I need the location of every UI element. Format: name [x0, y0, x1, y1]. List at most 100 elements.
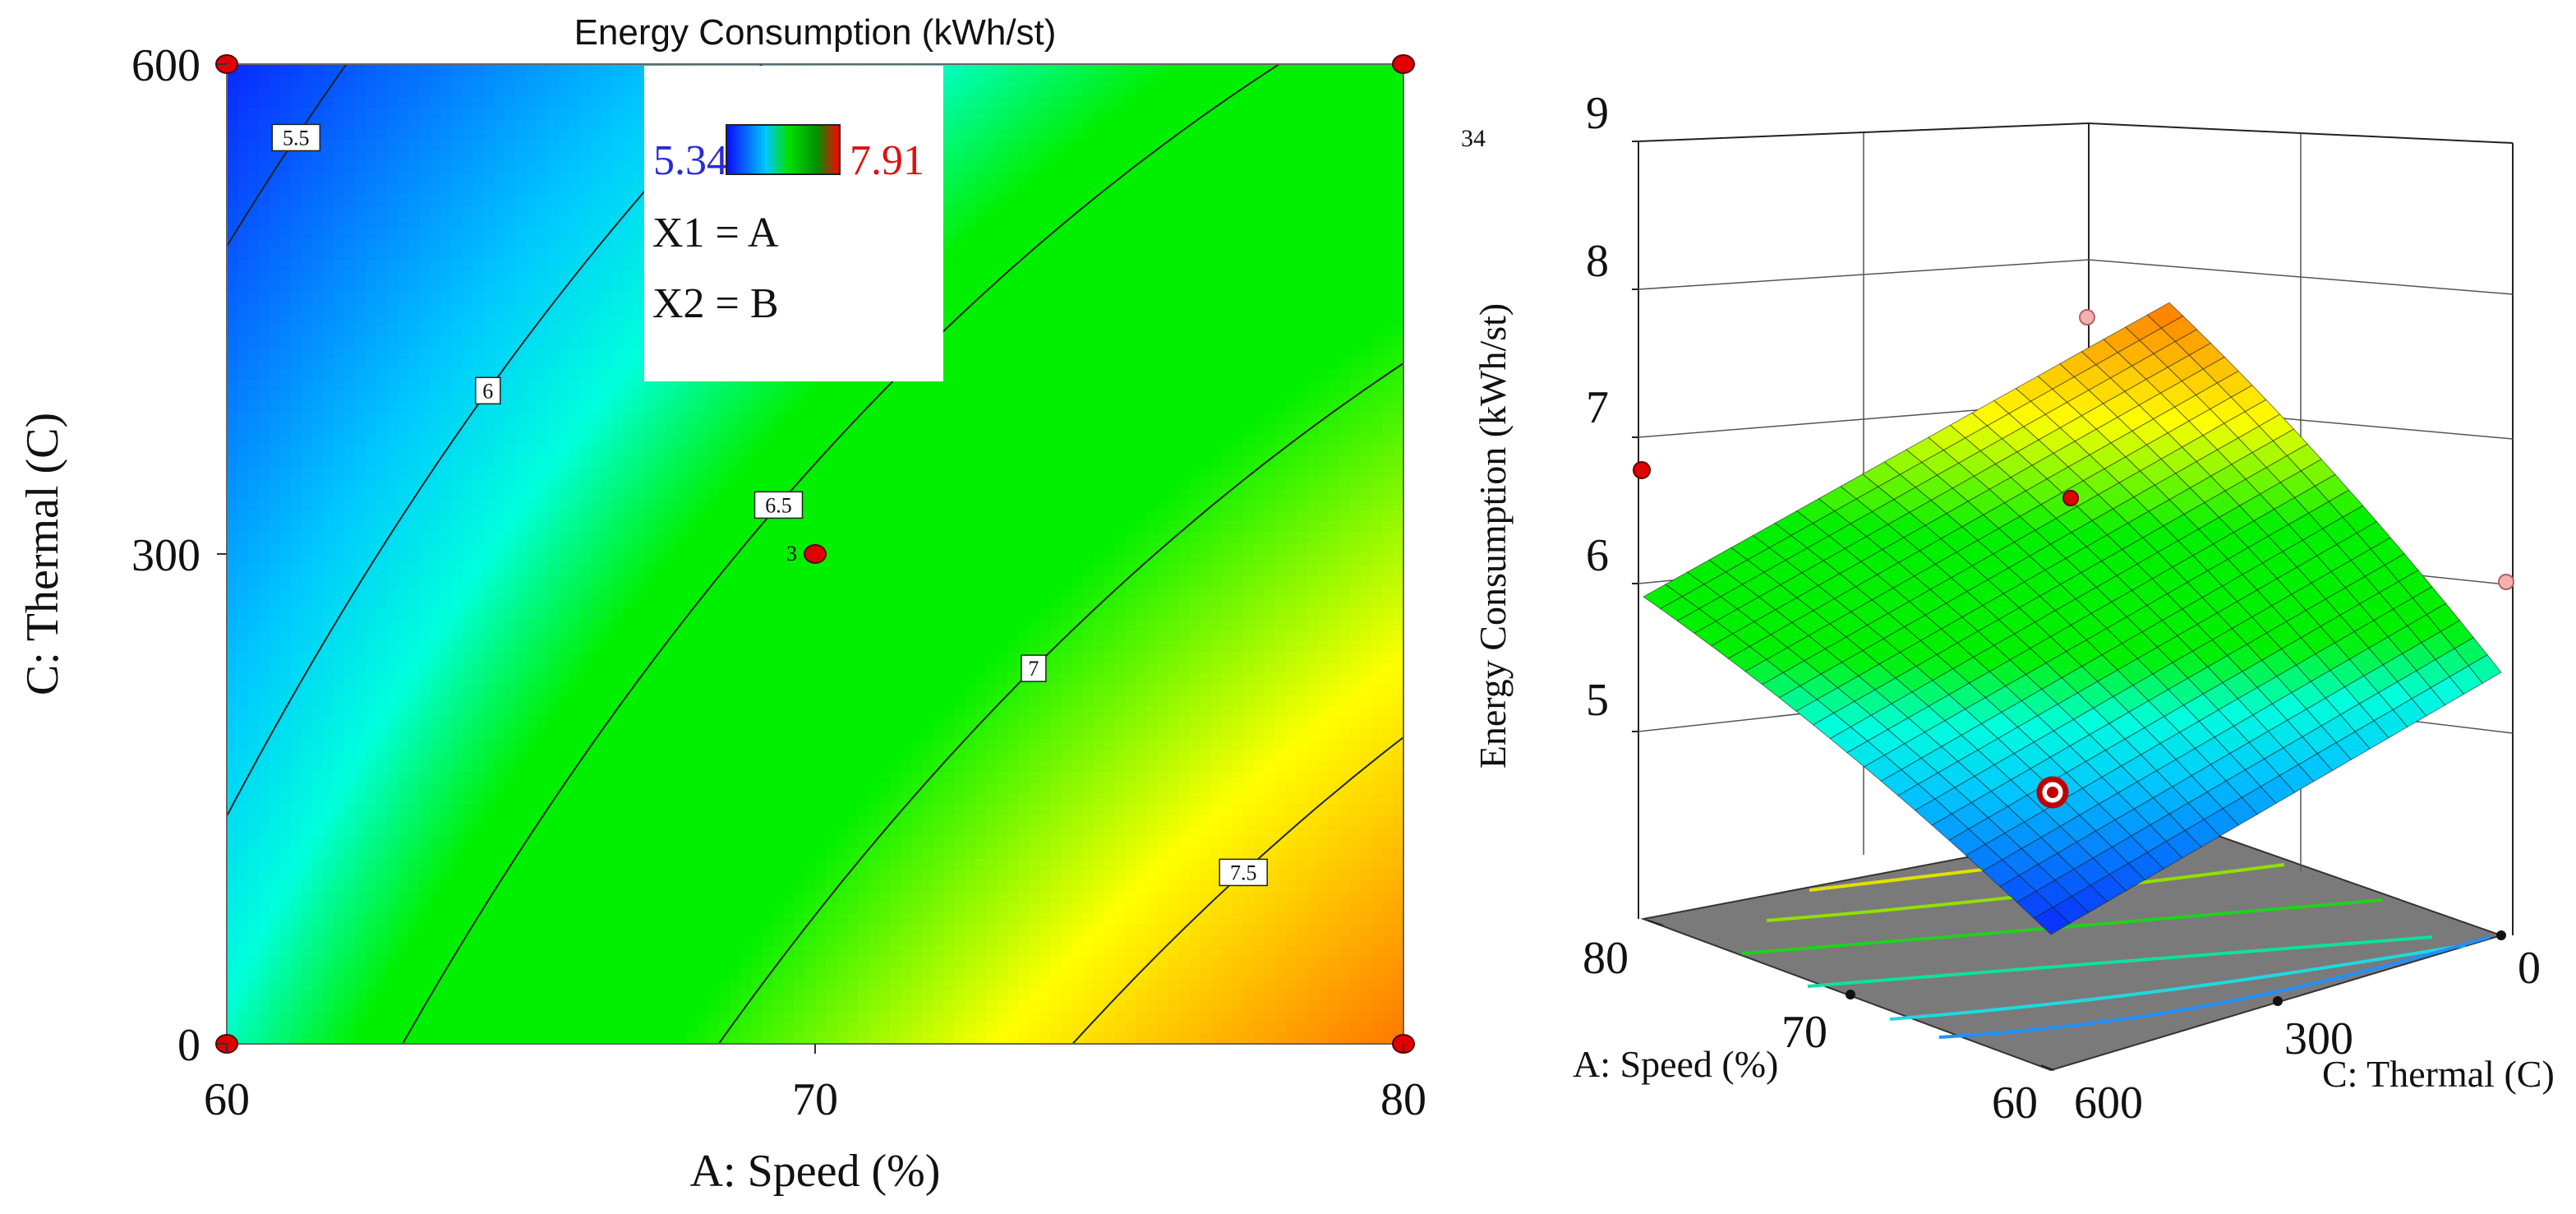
heatmap-cell	[344, 96, 357, 108]
heatmap-cell	[526, 945, 538, 958]
heatmap-cell	[291, 717, 302, 729]
heatmap-cell	[675, 652, 688, 664]
heatmap-cell	[633, 935, 645, 947]
heatmap-cell	[323, 336, 334, 349]
heatmap-cell	[419, 739, 431, 751]
heatmap-cell	[430, 140, 442, 152]
heatmap-cell	[707, 608, 720, 621]
heatmap-cell	[772, 989, 784, 1001]
heatmap-cell	[237, 1032, 249, 1044]
heatmap-cell	[483, 935, 495, 947]
heatmap-cell	[387, 227, 399, 239]
heatmap-cell	[227, 858, 238, 870]
heatmap-cell	[569, 608, 581, 621]
heatmap-cell	[633, 717, 645, 729]
heatmap-cell	[376, 293, 389, 305]
heatmap-cell	[323, 347, 334, 359]
heatmap-cell	[440, 847, 453, 860]
heatmap-cell	[398, 739, 410, 751]
heatmap-cell	[707, 880, 720, 893]
heatmap-cell	[569, 358, 581, 370]
heatmap-cell	[633, 75, 645, 87]
heatmap-cell	[654, 1011, 666, 1023]
heatmap-cell	[344, 967, 357, 980]
heatmap-cell	[643, 957, 656, 969]
heatmap-cell	[686, 847, 698, 860]
heatmap-cell	[302, 1011, 313, 1023]
heatmap-cell	[344, 390, 357, 403]
heatmap-cell	[601, 380, 613, 392]
heatmap-cell	[622, 118, 634, 131]
heatmap-cell	[505, 891, 517, 903]
heatmap-cell	[515, 608, 528, 621]
heatmap-cell	[302, 597, 313, 610]
heatmap-cell	[622, 1032, 634, 1044]
heatmap-cell	[430, 575, 442, 588]
heatmap-cell	[590, 706, 602, 718]
heatmap-cell	[515, 782, 528, 795]
heatmap-cell	[334, 847, 345, 860]
heatmap-cell	[707, 1022, 720, 1034]
heatmap-cell	[793, 978, 805, 990]
heatmap-cell	[248, 1000, 260, 1013]
heatmap-cell	[718, 717, 730, 729]
heatmap-cell	[750, 412, 763, 424]
heatmap-cell	[248, 140, 260, 152]
heatmap-cell	[483, 1022, 495, 1034]
heatmap-cell	[344, 173, 357, 185]
heatmap-cell	[622, 1011, 634, 1023]
heatmap-cell	[558, 978, 570, 990]
heatmap-cell	[697, 1022, 709, 1034]
heatmap-cell	[398, 565, 410, 577]
heatmap-cell	[558, 488, 570, 501]
heatmap-cell	[740, 793, 752, 805]
heatmap-cell	[675, 684, 688, 696]
heatmap-cell	[643, 467, 656, 479]
heatmap-cell	[366, 368, 378, 381]
heatmap-cell	[505, 804, 517, 816]
heatmap-cell	[601, 96, 613, 108]
heatmap-cell	[633, 434, 645, 446]
heatmap-cell	[537, 227, 549, 239]
heatmap-cell	[729, 695, 741, 708]
heatmap-cell	[419, 640, 431, 653]
heatmap-cell	[761, 760, 773, 773]
heatmap-cell	[237, 238, 249, 250]
heatmap-cell	[302, 1022, 313, 1034]
heatmap-cell	[622, 303, 634, 316]
heatmap-cell	[430, 870, 442, 882]
heatmap-cell	[398, 1000, 410, 1013]
heatmap-cell	[344, 510, 357, 523]
heatmap-cell	[440, 412, 453, 424]
heatmap-cell	[601, 368, 613, 381]
heatmap-cell	[451, 1000, 463, 1013]
heatmap-cell	[579, 837, 592, 849]
heatmap-cell	[675, 847, 688, 860]
heatmap-cell	[334, 815, 345, 827]
heatmap-cell	[451, 760, 463, 773]
heatmap-cell	[259, 717, 270, 729]
heatmap-cell	[611, 281, 624, 293]
heatmap-cell	[494, 303, 506, 316]
heatmap-cell	[483, 162, 495, 174]
heatmap-cell	[323, 782, 334, 795]
heatmap-cell	[270, 695, 281, 708]
heatmap-cell	[569, 368, 581, 381]
heatmap-cell	[515, 96, 528, 108]
heatmap-cell	[472, 554, 485, 566]
heatmap-cell	[740, 619, 752, 631]
heatmap-cell	[547, 390, 560, 403]
heatmap-cell	[440, 771, 453, 783]
heatmap-cell	[302, 205, 313, 218]
heatmap-cell	[590, 85, 602, 98]
heatmap-cell	[729, 412, 741, 424]
heatmap-cell	[601, 281, 613, 293]
heatmap-cell	[334, 205, 345, 218]
heatmap-cell	[654, 1000, 666, 1013]
heatmap-cell	[376, 858, 389, 870]
heatmap-cell	[547, 532, 560, 544]
heatmap-cell	[547, 1011, 560, 1023]
heatmap-cell	[707, 1032, 720, 1044]
heatmap-cell	[537, 455, 549, 468]
heatmap-cell	[259, 706, 270, 718]
